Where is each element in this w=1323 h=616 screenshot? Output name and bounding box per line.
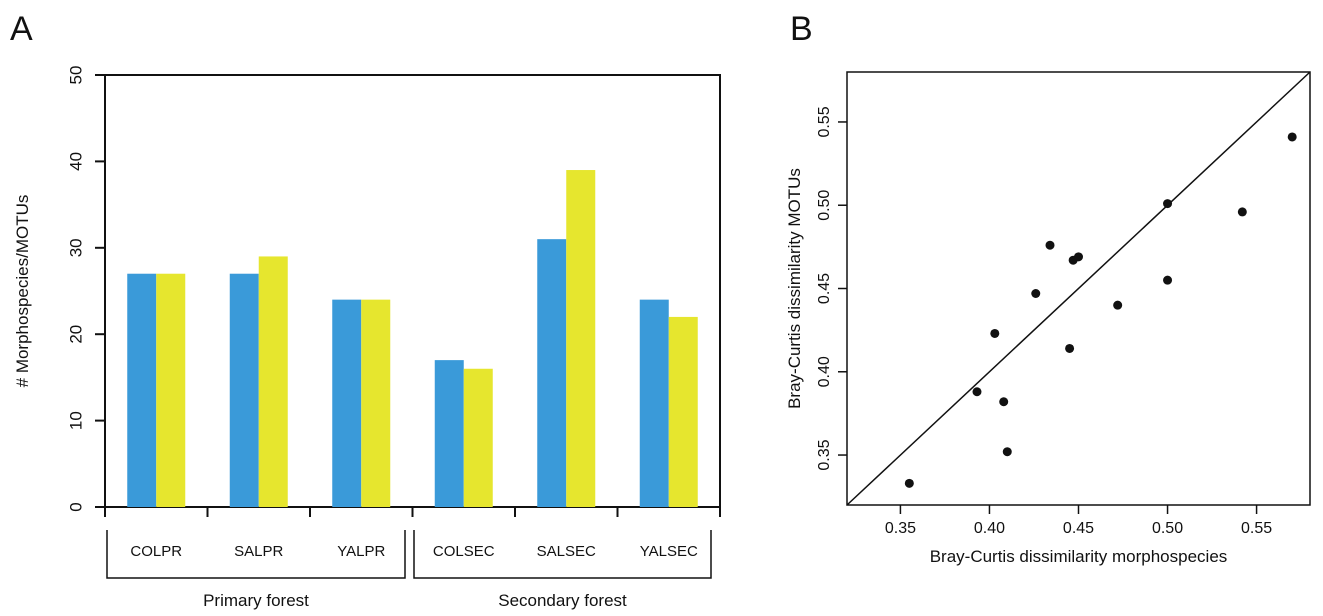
reference-line	[846, 71, 1311, 506]
bar-colpr-series2	[156, 273, 186, 507]
bar-yalsec-series2	[668, 316, 698, 507]
scatter-chart-panel: 0.35 0.40 0.45 0.50 0.55 0.35 0.40 0.45 0.50 0.55…	[785, 71, 1311, 566]
bar-salsec-series1	[537, 239, 567, 507]
category-label: SALSEC	[537, 543, 596, 560]
scatter-point	[1287, 132, 1297, 142]
scatter-point	[1163, 199, 1173, 209]
y-tick-label: 50	[66, 66, 85, 85]
category-label: SALPR	[234, 543, 283, 560]
plot-frame	[104, 74, 721, 508]
bar-colsec-series1	[434, 360, 464, 507]
y-axis-label: # Morphospecies/MOTUs	[13, 195, 32, 388]
y-tick-label: 10	[66, 411, 85, 430]
y-tick-label: 30	[66, 238, 85, 257]
bar-yalpr-series2	[361, 299, 391, 507]
bar-salpr-series2	[258, 256, 288, 507]
y-tick-label: 20	[66, 325, 85, 344]
panel-label-a: A	[10, 10, 33, 48]
y-tick-label: 0	[66, 502, 85, 511]
category-label: COLPR	[130, 543, 182, 560]
x-tick-label: 0.40	[974, 520, 1005, 537]
scatter-point	[1074, 252, 1083, 262]
category-label: YALPR	[337, 543, 385, 560]
group-bracket	[413, 530, 712, 579]
group-label: Primary forest	[203, 591, 309, 610]
category-label: COLSEC	[433, 543, 495, 560]
y-tick-label: 0.40	[816, 356, 833, 387]
scatter-point	[904, 478, 914, 488]
bar-chart-panel: 0 10 20 30 40 50 # Morphospecies/MOTUs COLPR SAL…	[13, 66, 721, 610]
group-label: Secondary forest	[498, 591, 627, 610]
bar-salpr-series1	[229, 273, 259, 507]
y-tick-label: 0.55	[816, 106, 833, 137]
bar-yalpr-series1	[332, 299, 362, 507]
bar-salsec-series2	[566, 170, 596, 508]
x-tick-label: 0.45	[1063, 520, 1094, 537]
scatter-point	[999, 397, 1009, 407]
y-tick-label: 0.35	[816, 439, 833, 470]
scatter-point	[1163, 275, 1173, 285]
y-tick-label: 40	[66, 152, 85, 171]
scatter-point	[1065, 343, 1075, 353]
bar-colsec-series2	[463, 368, 493, 507]
panel-label-b: B	[790, 10, 813, 48]
bar-colpr-series1	[127, 273, 157, 507]
scatter-point	[1237, 207, 1247, 217]
category-label: YALSEC	[640, 543, 698, 560]
x-tick-label: 0.55	[1241, 520, 1272, 537]
y-tick-label: 0.50	[816, 190, 833, 221]
x-tick-label: 0.35	[885, 520, 916, 537]
scatter-point	[1113, 300, 1123, 310]
y-axis-label: Bray-Curtis dissimilarity MOTUs	[785, 168, 804, 409]
y-tick-label: 0.45	[816, 273, 833, 304]
scatter-point	[990, 328, 1000, 338]
scatter-point	[1002, 447, 1012, 457]
group-bracket	[106, 530, 406, 579]
x-axis-label: Bray-Curtis dissimilarity morphospecies	[930, 547, 1228, 566]
scatter-point	[1031, 288, 1041, 298]
bar-yalsec-series1	[639, 299, 669, 507]
scatter-point	[972, 387, 982, 397]
x-tick-label: 0.50	[1152, 520, 1183, 537]
scatter-point	[1045, 240, 1055, 250]
